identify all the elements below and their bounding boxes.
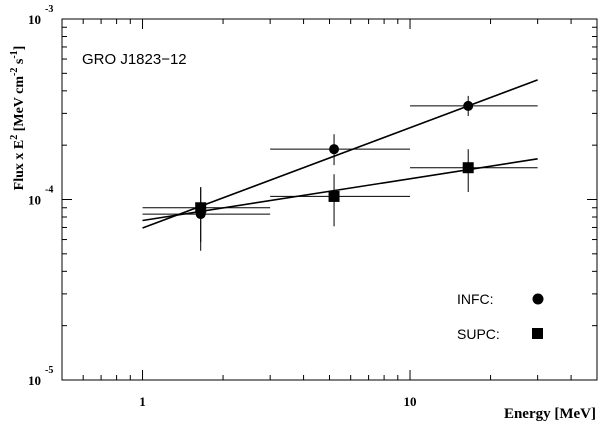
y-tick-label-exponent: -3	[45, 4, 53, 15]
data-point-square	[462, 162, 474, 174]
y-axis-label-text: Flux x E	[12, 140, 27, 191]
tick-labels: 1 10 10 -5 10 -4 10 -3	[28, 4, 417, 409]
y-axis-label-superscript: 2	[9, 135, 20, 140]
y-tick-label-base: 10	[28, 373, 41, 388]
y-axis-label-text: s	[12, 58, 27, 68]
legend-label-supc: SUPC:	[457, 326, 500, 342]
data-point-circle	[463, 100, 474, 111]
legend-marker-circle	[532, 293, 544, 305]
y-tick-label-exponent: -4	[45, 185, 53, 196]
data-point-square	[195, 202, 207, 214]
y-axis-label-text: ]	[12, 46, 27, 51]
y-tick-label-base: 10	[28, 193, 41, 208]
legend-marker-square	[532, 328, 543, 339]
y-axis-label-text: [MeV cm	[12, 76, 27, 135]
legend-label-infc: INFC:	[457, 291, 494, 307]
y-axis-label-superscript: -2	[9, 68, 20, 76]
x-axis-label: Energy [MeV]	[504, 406, 596, 422]
data-markers	[195, 100, 474, 220]
x-tick-label: 1	[139, 394, 146, 409]
data-point-circle	[329, 144, 340, 155]
y-tick-label-base: 10	[28, 12, 41, 27]
axis-ticks	[61, 18, 598, 381]
chart-title: GRO J1823−12	[82, 51, 187, 68]
legend: INFC: SUPC:	[457, 291, 544, 342]
x-tick-label: 10	[404, 394, 417, 409]
data-point-square	[328, 190, 340, 202]
y-axis-label: Flux x E2 [MeV cm-2 s-1]	[9, 46, 27, 191]
y-axis-label-superscript: -1	[9, 50, 20, 58]
y-tick-label-exponent: -5	[45, 365, 53, 376]
